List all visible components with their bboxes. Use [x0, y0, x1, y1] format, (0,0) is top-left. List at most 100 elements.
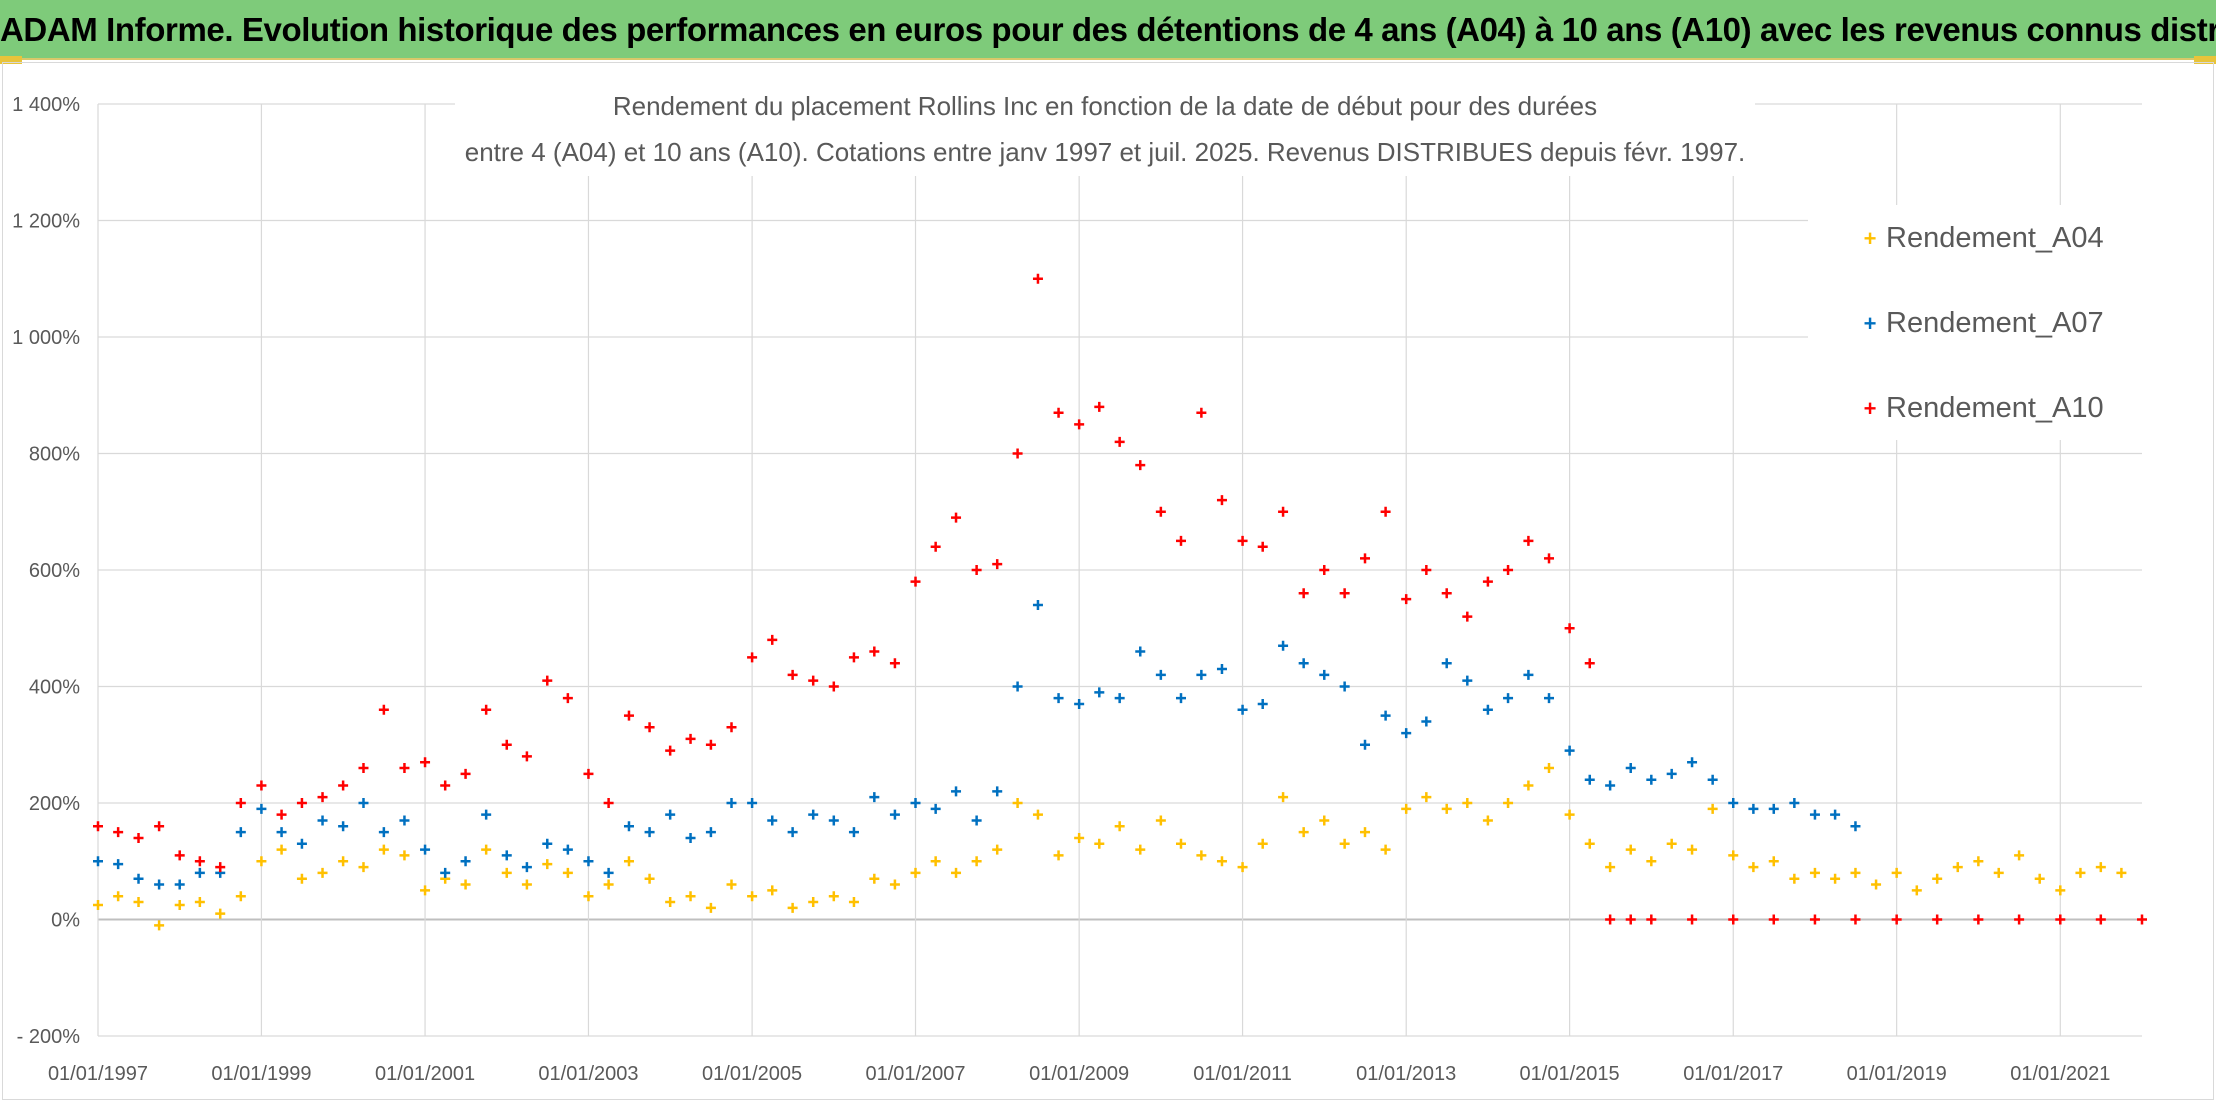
data-point: [154, 821, 165, 832]
data-point: [1401, 803, 1412, 814]
x-tick-label: 01/01/2007: [865, 1063, 965, 1085]
data-point: [1728, 850, 1739, 861]
data-point: [1176, 693, 1186, 704]
data-point: [665, 897, 676, 908]
data-point: [1584, 658, 1595, 669]
data-point: [1523, 669, 1534, 680]
data-point: [93, 856, 103, 867]
data-point: [194, 856, 205, 867]
data-point: [910, 798, 921, 808]
data-point: [1789, 873, 1800, 884]
data-point: [256, 780, 267, 791]
data-point: [583, 891, 594, 902]
data-point: [1932, 873, 1943, 884]
grid-lines: [97, 103, 2142, 1037]
data-point: [1666, 838, 1677, 849]
data-point: [1278, 792, 1289, 803]
data-point: [1319, 669, 1330, 680]
data-point: [1319, 815, 1330, 826]
data-point: [1728, 798, 1739, 808]
data-point: [1360, 827, 1371, 838]
data-point: [685, 832, 696, 843]
data-point: [338, 856, 349, 867]
legend-marker-a07: +: [1864, 311, 1877, 336]
data-point: [848, 897, 859, 908]
data-point: [1564, 745, 1575, 756]
data-point: [1339, 681, 1350, 692]
data-point: [2116, 867, 2127, 878]
y-tick-label: 400%: [29, 677, 80, 699]
data-point: [296, 873, 307, 884]
data-point: [1523, 535, 1534, 546]
data-point: [501, 739, 512, 750]
data-point: [2014, 914, 2025, 925]
data-point: [562, 693, 573, 704]
data-point: [378, 827, 389, 838]
data-point: [1687, 844, 1698, 855]
data-point: [1298, 827, 1309, 838]
data-point: [1032, 273, 1043, 284]
x-tick-label: 01/01/2019: [1847, 1063, 1947, 1085]
data-point: [971, 565, 982, 575]
data-point: [1544, 763, 1555, 774]
page-title: ADAM Informe. Evolution historique des p…: [0, 11, 2216, 48]
data-point: [481, 844, 492, 855]
data-point: [951, 512, 962, 523]
data-point: [726, 798, 737, 808]
data-point: [1278, 506, 1289, 517]
data-point: [235, 827, 246, 838]
x-tick-label: 01/01/2001: [375, 1063, 475, 1085]
data-point: [542, 838, 553, 849]
y-tick-label: 200%: [29, 793, 80, 815]
data-point: [1360, 739, 1371, 750]
data-point: [1544, 693, 1555, 704]
data-point: [767, 634, 778, 645]
data-point: [2137, 914, 2147, 925]
data-point: [1380, 506, 1391, 517]
data-point: [1952, 862, 1963, 873]
data-point: [644, 873, 655, 884]
legend-marker-a04: +: [1864, 226, 1877, 251]
legend: + Rendement_A04 + Rendement_A07 + Rendem…: [1808, 205, 2143, 440]
data-point: [1237, 535, 1248, 546]
data-point: [1625, 914, 1636, 925]
data-point: [460, 856, 471, 867]
data-point: [787, 827, 798, 838]
data-point: [1482, 815, 1493, 826]
data-point: [889, 879, 900, 890]
data-point: [1032, 809, 1043, 820]
data-point: [521, 879, 532, 890]
data-point: [1074, 419, 1085, 430]
data-point: [1462, 675, 1473, 686]
data-point: [1380, 844, 1391, 855]
data-point: [808, 809, 819, 820]
data-point: [460, 768, 471, 779]
data-point: [1298, 658, 1309, 669]
data-point: [705, 827, 716, 838]
data-point: [1032, 599, 1043, 610]
data-point: [1216, 856, 1227, 867]
data-point: [215, 908, 226, 919]
data-point: [1625, 763, 1636, 774]
data-point: [317, 815, 328, 826]
data-point: [1748, 803, 1759, 814]
x-tick-label: 01/01/2005: [702, 1063, 802, 1085]
data-point: [1646, 914, 1657, 925]
data-point: [399, 763, 410, 774]
data-point: [705, 902, 716, 913]
data-point: [235, 891, 246, 902]
data-point: [1441, 588, 1452, 599]
data-point: [521, 862, 532, 873]
data-point: [1809, 867, 1820, 878]
data-point: [1237, 862, 1248, 873]
data-point: [1625, 844, 1636, 855]
y-tick-label: 600%: [29, 560, 80, 582]
data-point: [235, 798, 246, 808]
data-point: [1993, 867, 2004, 878]
data-point: [1401, 728, 1412, 739]
data-point: [583, 768, 594, 779]
x-tick-label: 01/01/2017: [1683, 1063, 1783, 1085]
data-point: [685, 733, 696, 744]
data-point: [869, 873, 880, 884]
x-tick-label: 01/01/1997: [48, 1063, 148, 1085]
